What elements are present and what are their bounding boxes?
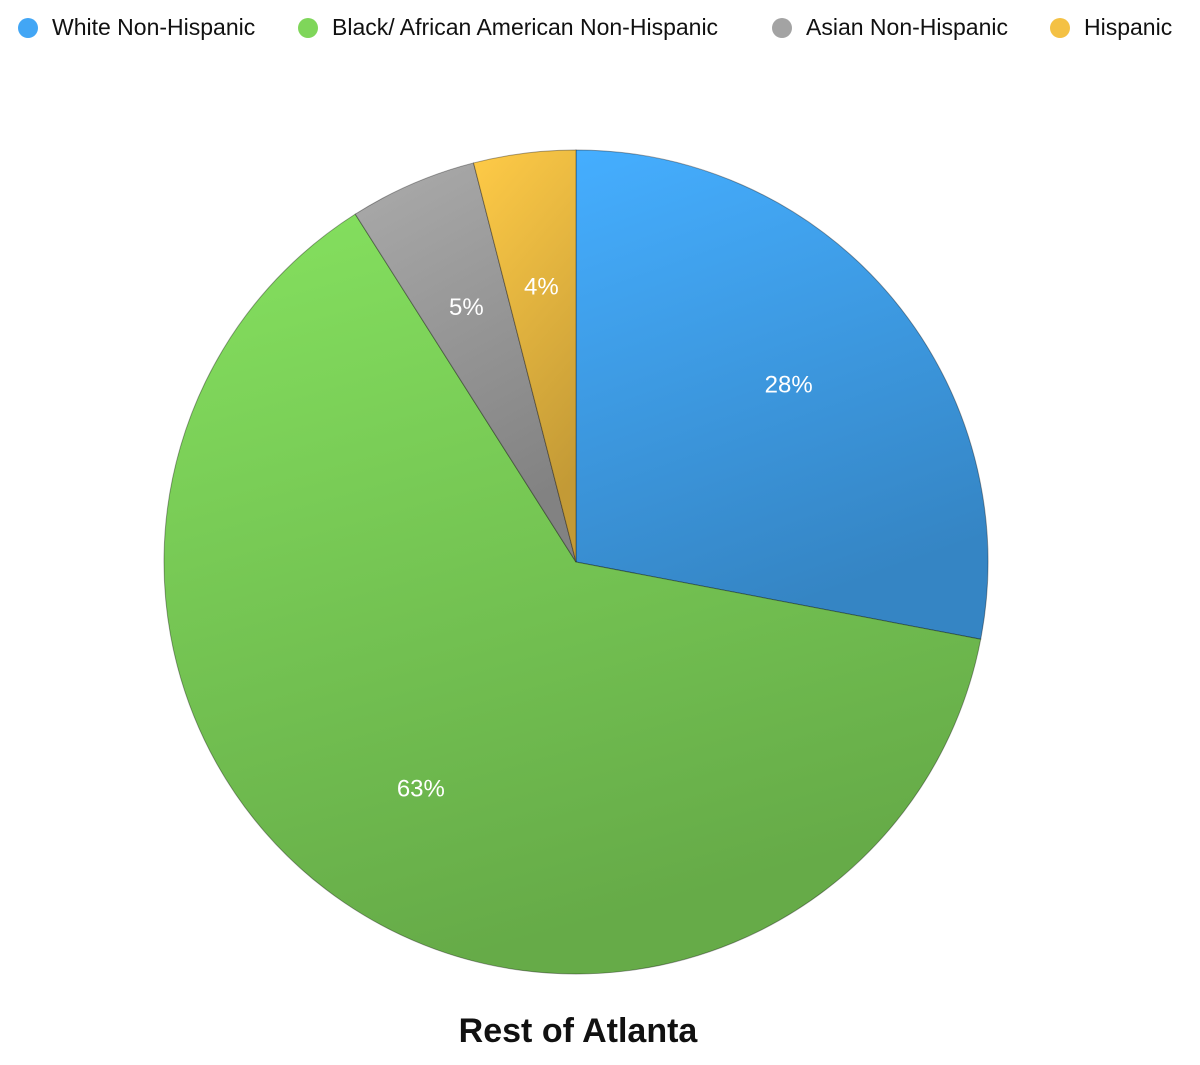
legend-label: Asian Non-Hispanic [806,14,1008,40]
pie-slice [575,149,989,640]
pie-slice [354,162,577,563]
legend-label: Black/ African American Non-Hispanic [332,14,718,40]
legend-marker [772,18,792,38]
data-label: 63% [397,776,445,803]
legend-marker [18,18,38,38]
data-label: 4% [524,273,559,300]
legend-label: White Non-Hispanic [52,14,255,40]
data-label: 28% [765,371,813,398]
legend-label: Hispanic [1084,14,1172,40]
pie-slice [472,149,577,563]
data-label: 5% [449,294,484,321]
legend-marker [298,18,318,38]
legend-marker [1050,18,1070,38]
pie-slice [163,213,982,975]
chart-title: Rest of Atlanta [459,1012,699,1050]
